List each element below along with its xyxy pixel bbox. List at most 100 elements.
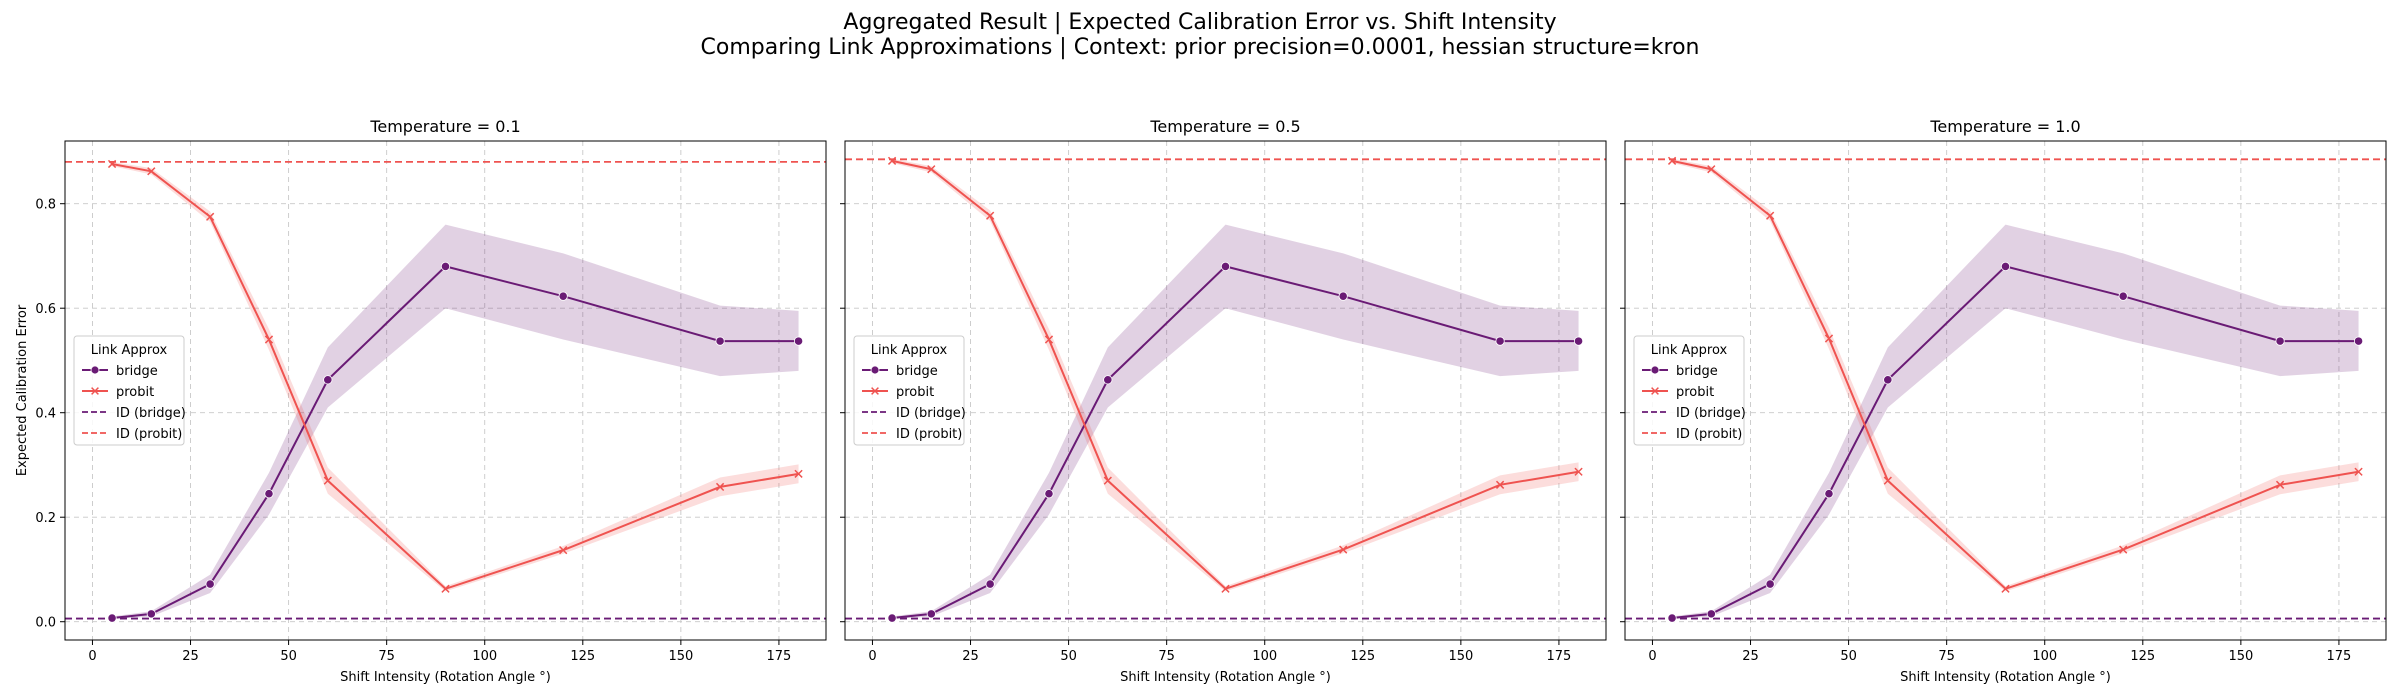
axes-frame <box>1624 140 2387 641</box>
legend-entry-label: bridge <box>1676 364 1718 379</box>
x-tick-label: 75 <box>378 649 395 664</box>
suptitle-line-1: Aggregated Result | Expected Calibration… <box>843 10 1557 35</box>
x-tick-label: 125 <box>2130 649 2155 664</box>
subplot-title: Temperature = 1.0 <box>1929 117 2080 136</box>
data-point-bridge <box>926 609 936 619</box>
suptitle-line-2: Comparing Link Approximations | Context:… <box>700 35 1700 60</box>
grid-lines <box>1625 141 2386 640</box>
data-point-probit <box>986 211 995 220</box>
x-tick-label: 175 <box>1547 649 1572 664</box>
x-tick-label: 100 <box>2032 649 2057 664</box>
ci-band-probit <box>892 158 1579 592</box>
data-point-probit <box>715 482 725 492</box>
data-point-bridge <box>1765 579 1775 589</box>
data-point-bridge <box>1573 336 1584 346</box>
legend-marker-circle <box>90 365 100 375</box>
data-point-probit <box>559 545 568 555</box>
legend-box <box>853 335 965 446</box>
x-tick-label: 75 <box>1938 649 1955 664</box>
subplot-title: Temperature = 0.1 <box>369 117 520 136</box>
subplot-1: 0 25 50 75 100 125 150 175 0.0 0.2 0.4 0.6 0.8 Temper… <box>15 117 827 685</box>
legend-entry-label: probit <box>1676 385 1714 400</box>
data-point-bridge <box>107 613 117 623</box>
legend-entry-label: ID (probit) <box>116 427 182 442</box>
y-axis-label: Expected Calibration Error <box>15 304 30 476</box>
data-point-bridge <box>1103 375 1113 385</box>
x-tick-label: 125 <box>570 649 595 664</box>
legend-entry-label: probit <box>896 385 934 400</box>
data-point-bridge <box>1706 609 1716 619</box>
y-tick-label: 0.8 <box>35 198 56 213</box>
data-point-bridge <box>2000 261 2011 272</box>
data-point-probit <box>1707 165 1716 174</box>
axes-frame <box>64 140 827 641</box>
data-point-bridge <box>1824 489 1834 499</box>
x-tick-label: 0 <box>88 649 96 664</box>
x-tick-label: 100 <box>1252 649 1277 664</box>
data-point-probit <box>147 167 156 176</box>
data-point-probit <box>2119 545 2128 554</box>
legend-marker-x <box>871 387 879 395</box>
x-tick-label: 150 <box>668 649 693 664</box>
data-point-bridge <box>1220 261 1231 272</box>
data-point-bridge <box>146 609 156 619</box>
x-tick-label: 50 <box>280 649 297 664</box>
x-tick-label: 0 <box>1648 649 1656 664</box>
data-point-bridge <box>1883 375 1893 385</box>
legend-entry-label: ID (probit) <box>1676 427 1742 442</box>
x-axis-label: Shift Intensity (Rotation Angle °) <box>1900 670 2111 685</box>
y-tick-label: 0.4 <box>35 407 56 422</box>
data-point-bridge <box>985 579 995 589</box>
ci-band-bridge <box>1672 224 2359 620</box>
data-point-probit <box>1103 476 1112 485</box>
legend-entry-label: ID (bridge) <box>116 406 186 421</box>
figure-suptitle: Aggregated Result | Expected Calibration… <box>0 10 2400 60</box>
x-tick-label: 25 <box>182 649 199 664</box>
legend-marker-circle <box>1650 365 1660 375</box>
ci-band-bridge <box>112 224 799 620</box>
data-point-bridge <box>1495 336 1505 346</box>
data-point-probit <box>927 165 936 174</box>
y-tick-label: 0.0 <box>35 616 56 631</box>
data-point-probit <box>2275 480 2285 489</box>
subplot-title: Temperature = 0.5 <box>1149 117 1300 136</box>
plot-layer <box>845 156 1606 623</box>
legend-entry-label: ID (bridge) <box>1676 406 1746 421</box>
data-point-probit <box>887 156 897 165</box>
data-point-probit <box>1044 335 1054 344</box>
data-point-probit <box>1667 156 1677 165</box>
x-tick-label: 175 <box>767 649 792 664</box>
data-point-bridge <box>323 375 333 385</box>
legend-entry-label: bridge <box>896 364 938 379</box>
data-point-bridge <box>440 261 451 272</box>
data-point-probit <box>2001 584 2010 593</box>
legend-marker-x <box>91 387 99 395</box>
data-point-probit <box>1221 584 1230 593</box>
data-point-bridge <box>1044 489 1054 499</box>
legend-marker-circle <box>870 365 880 375</box>
subplot-2: 0 25 50 75 100 125 150 175 Temperature = 0.5 Shif… <box>840 117 1607 685</box>
legend: Link Approx bridge probit ID (bridge) ID (pr… <box>73 335 186 446</box>
legend-box <box>73 335 185 446</box>
data-point-probit <box>323 476 332 485</box>
legend-entry-label: ID (bridge) <box>896 406 966 421</box>
x-tick-label: 150 <box>1448 649 1473 664</box>
data-point-bridge <box>715 336 725 346</box>
data-point-bridge <box>887 613 897 623</box>
data-point-probit <box>441 584 450 593</box>
data-point-bridge <box>1338 291 1348 301</box>
data-point-probit <box>1824 334 1834 343</box>
x-tick-label: 25 <box>1742 649 1759 664</box>
legend-title: Link Approx <box>871 343 948 358</box>
plot-layer <box>65 159 826 623</box>
legend-entry-label: ID (probit) <box>896 427 962 442</box>
x-tick-label: 75 <box>1158 649 1175 664</box>
axes-frame <box>844 140 1607 641</box>
x-tick-label: 175 <box>2327 649 2352 664</box>
data-point-probit <box>107 159 117 169</box>
x-tick-label: 0 <box>868 649 876 664</box>
x-tick-label: 50 <box>1840 649 1857 664</box>
grid-lines <box>65 141 826 640</box>
data-point-bridge <box>205 579 215 589</box>
